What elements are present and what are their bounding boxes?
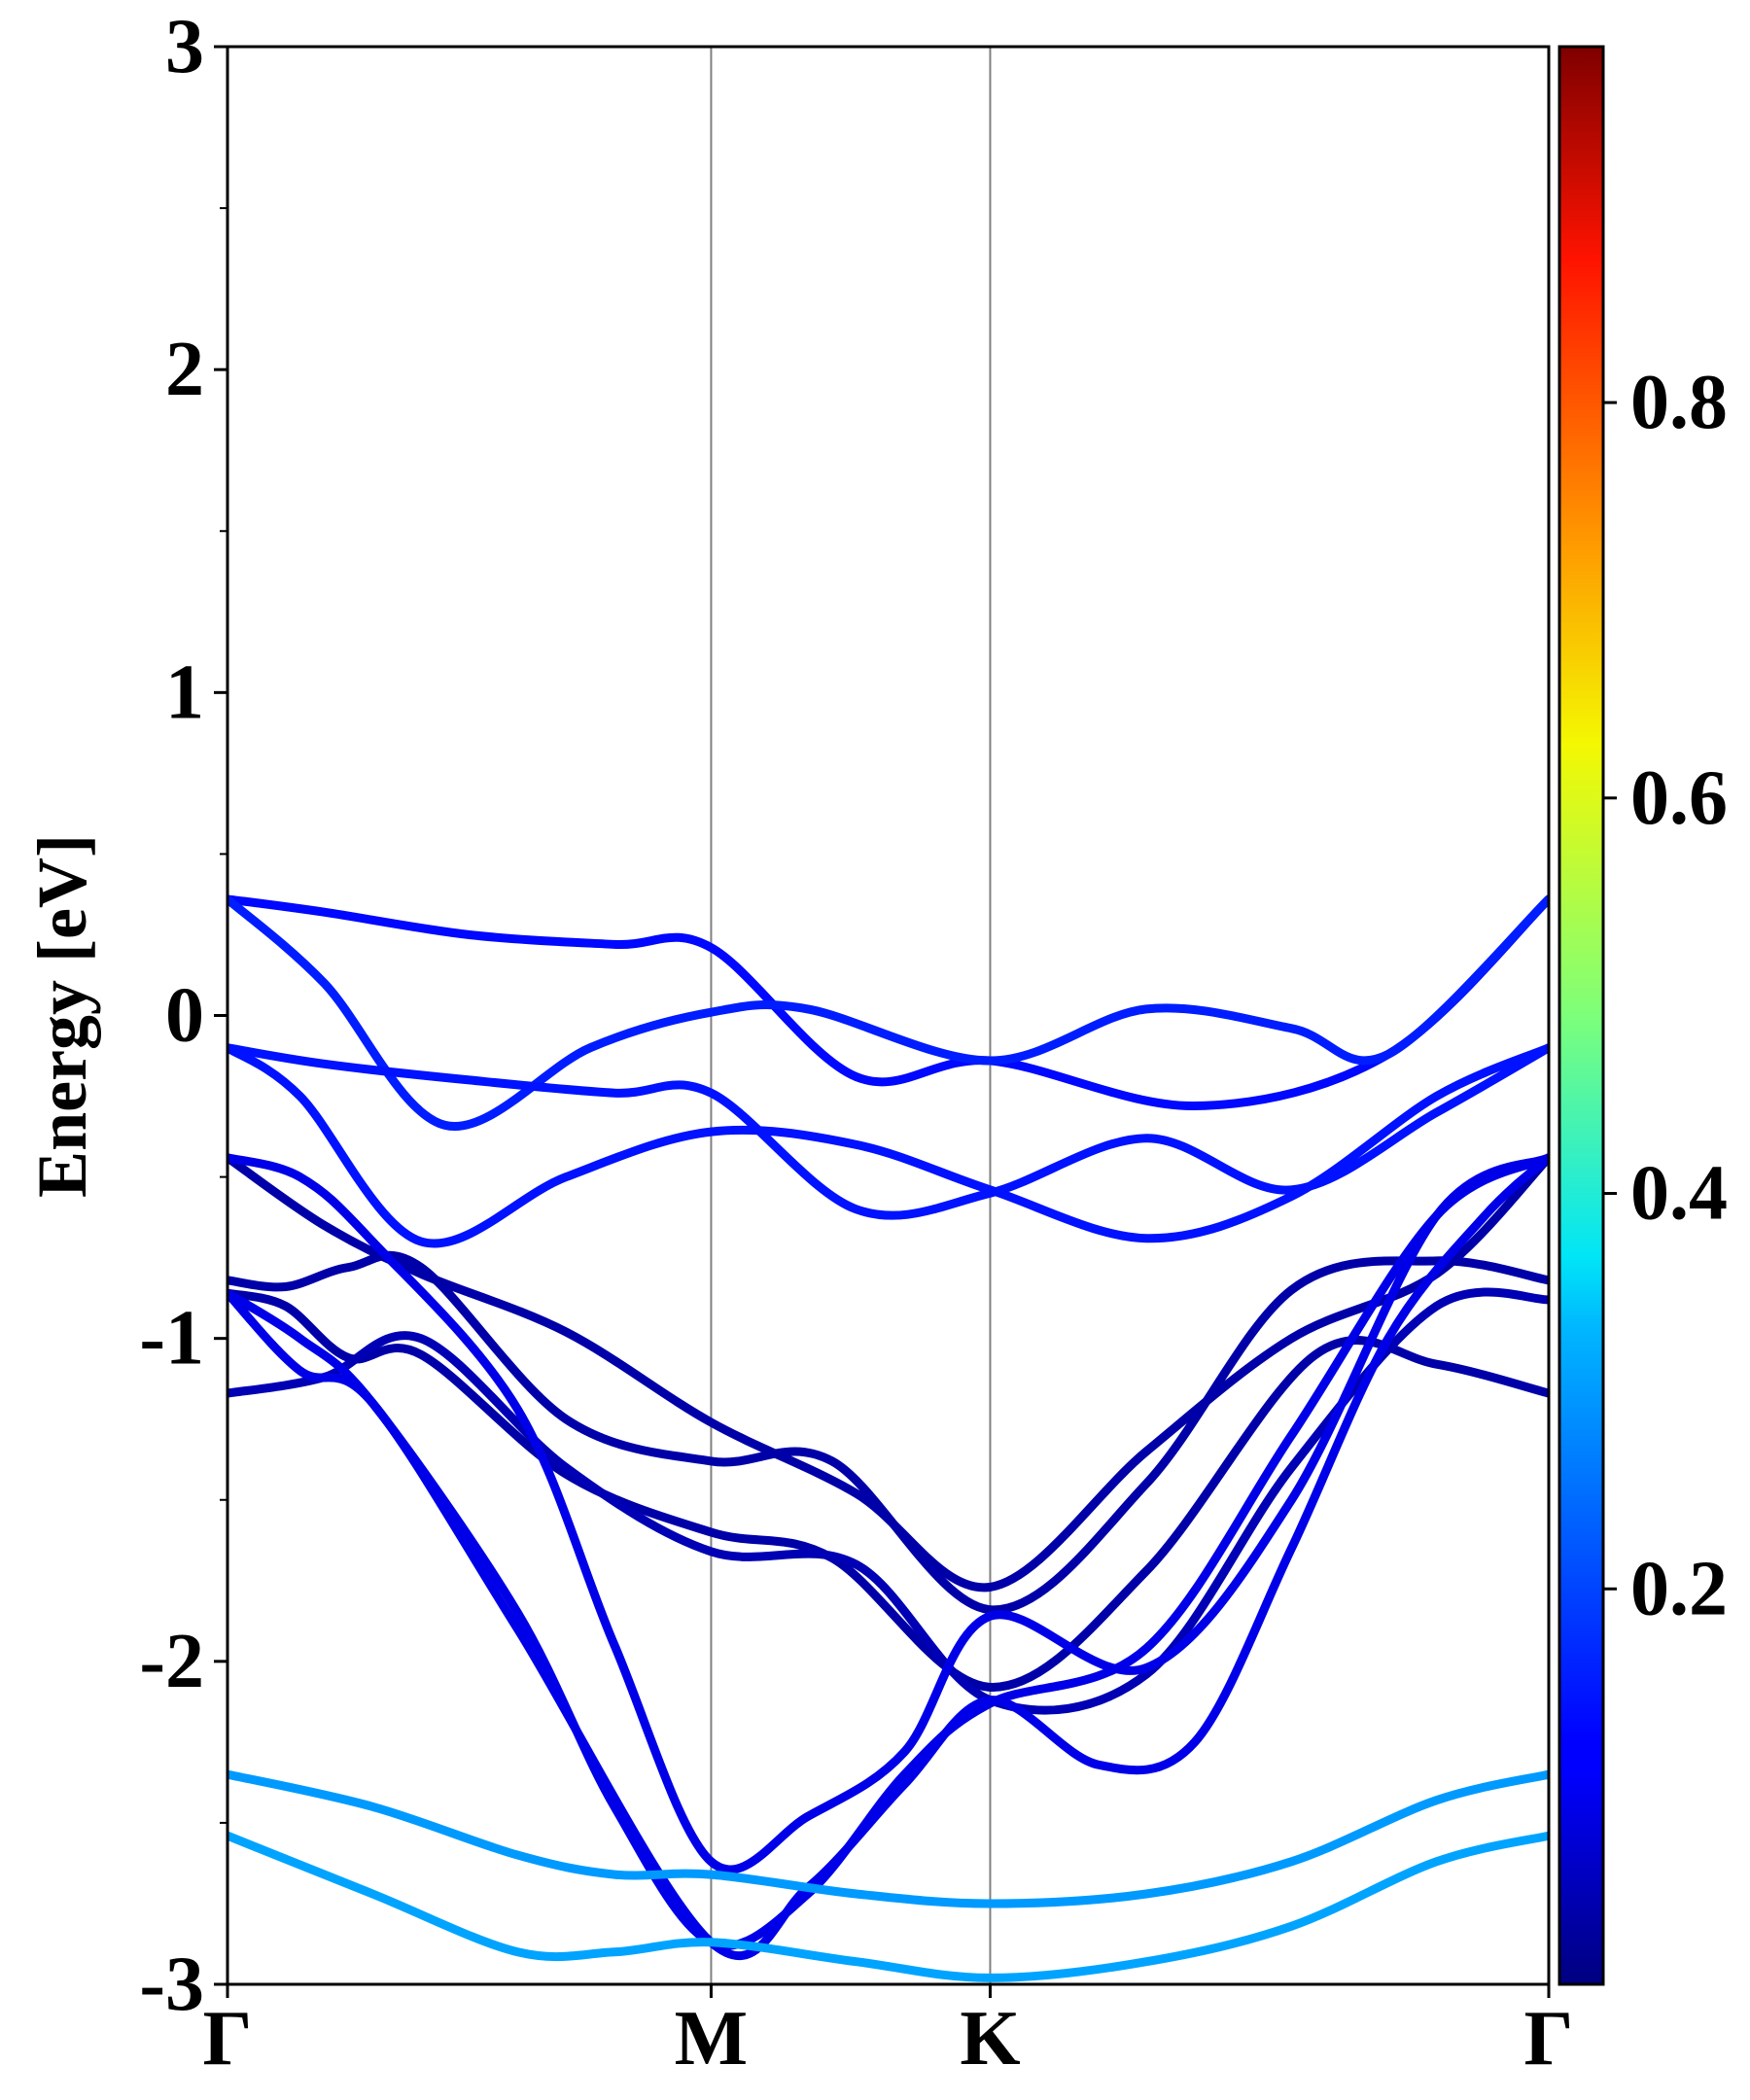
band-line: [228, 1043, 1549, 1220]
colorbar-tick-label: 0.2: [1630, 1546, 1728, 1631]
band-line: [228, 1831, 1549, 1982]
y-axis: 3 2 1 0 -1 -2 -3: [139, 4, 228, 2027]
kpoint-label: Γ: [203, 1996, 253, 2082]
band-line: [228, 894, 1549, 1111]
y-axis-label: Energy [eV]: [23, 834, 101, 1198]
y-tick-label: -1: [139, 1296, 204, 1382]
colorbar: [1558, 45, 1605, 1986]
kpoint-label: M: [675, 1996, 749, 2082]
y-tick-label: -3: [139, 1942, 204, 2027]
band-line: [228, 1043, 1549, 1248]
y-tick-label: 0: [165, 973, 204, 1059]
y-tick-label: 3: [165, 4, 204, 89]
kpoint-label: K: [960, 1996, 1020, 2082]
y-tick-label: -2: [139, 1619, 204, 1704]
band-line: [228, 1250, 1549, 1615]
bands-layer: [228, 894, 1549, 1982]
band-line: [228, 1288, 1549, 1692]
plot-frame: [226, 45, 1551, 1986]
high-symmetry-lines: [710, 47, 992, 1984]
band-line: [228, 1769, 1549, 1908]
kpoint-label: Γ: [1524, 1996, 1574, 2082]
y-tick-label: 1: [165, 649, 204, 735]
band-line: [228, 1153, 1549, 1961]
band-line: [228, 894, 1549, 1132]
y-tick-label: 2: [165, 327, 204, 412]
colorbar-tick-label: 0.4: [1630, 1151, 1728, 1237]
colorbar-tick-label: 0.8: [1630, 360, 1728, 445]
colorbar-axis: 0.2 0.4 0.6 0.8: [1603, 360, 1728, 1631]
colorbar-tick-label: 0.6: [1630, 755, 1728, 841]
band-line: [228, 1153, 1549, 1874]
